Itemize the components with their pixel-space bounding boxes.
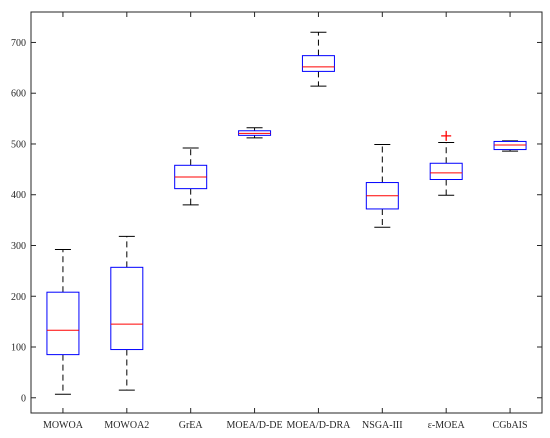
y-tick-label: 0: [21, 393, 26, 404]
x-tick-label: ε-MOEA: [428, 420, 466, 431]
plot-area-frame: [30, 11, 543, 414]
x-tick-label: CGbAIS: [493, 420, 528, 431]
y-tick-label: 400: [11, 190, 26, 201]
x-tick-label: MOWOA: [43, 420, 84, 431]
box-5: [365, 143, 399, 228]
box-3: [238, 127, 272, 139]
x-tick-label: GrEA: [179, 420, 204, 431]
y-tick-label: 600: [11, 89, 26, 100]
outlier-marker: [441, 130, 452, 141]
iqr-box: [493, 140, 527, 151]
y-tick-label: 200: [11, 292, 26, 303]
y-axis: 0 100 200 300 400 500 600 700: [11, 38, 542, 404]
iqr-box: [46, 291, 80, 356]
y-tick-label: 700: [11, 38, 26, 49]
box-0: [46, 249, 80, 395]
y-tick-label: 100: [11, 343, 26, 354]
box-7: [493, 140, 527, 152]
x-axis: MOWOA MOWOA2 GrEA MOEA/D-DE MOEA/D-DRA NSGA-I…: [43, 12, 528, 431]
box-series: [46, 31, 527, 395]
iqr-box: [110, 266, 144, 351]
box-1: [110, 235, 144, 391]
x-tick-label: MOEA/D-DE: [227, 420, 283, 431]
iqr-box: [301, 55, 335, 72]
iqr-box: [429, 162, 463, 181]
box-6: [429, 130, 463, 196]
box-2: [174, 147, 208, 206]
x-tick-label: MOWOA2: [104, 420, 149, 431]
x-tick-label: NSGA-III: [362, 420, 403, 431]
y-tick-label: 300: [11, 241, 26, 252]
x-tick-label: MOEA/D-DRA: [286, 420, 351, 431]
box-4: [301, 31, 335, 87]
y-tick-label: 500: [11, 139, 26, 150]
